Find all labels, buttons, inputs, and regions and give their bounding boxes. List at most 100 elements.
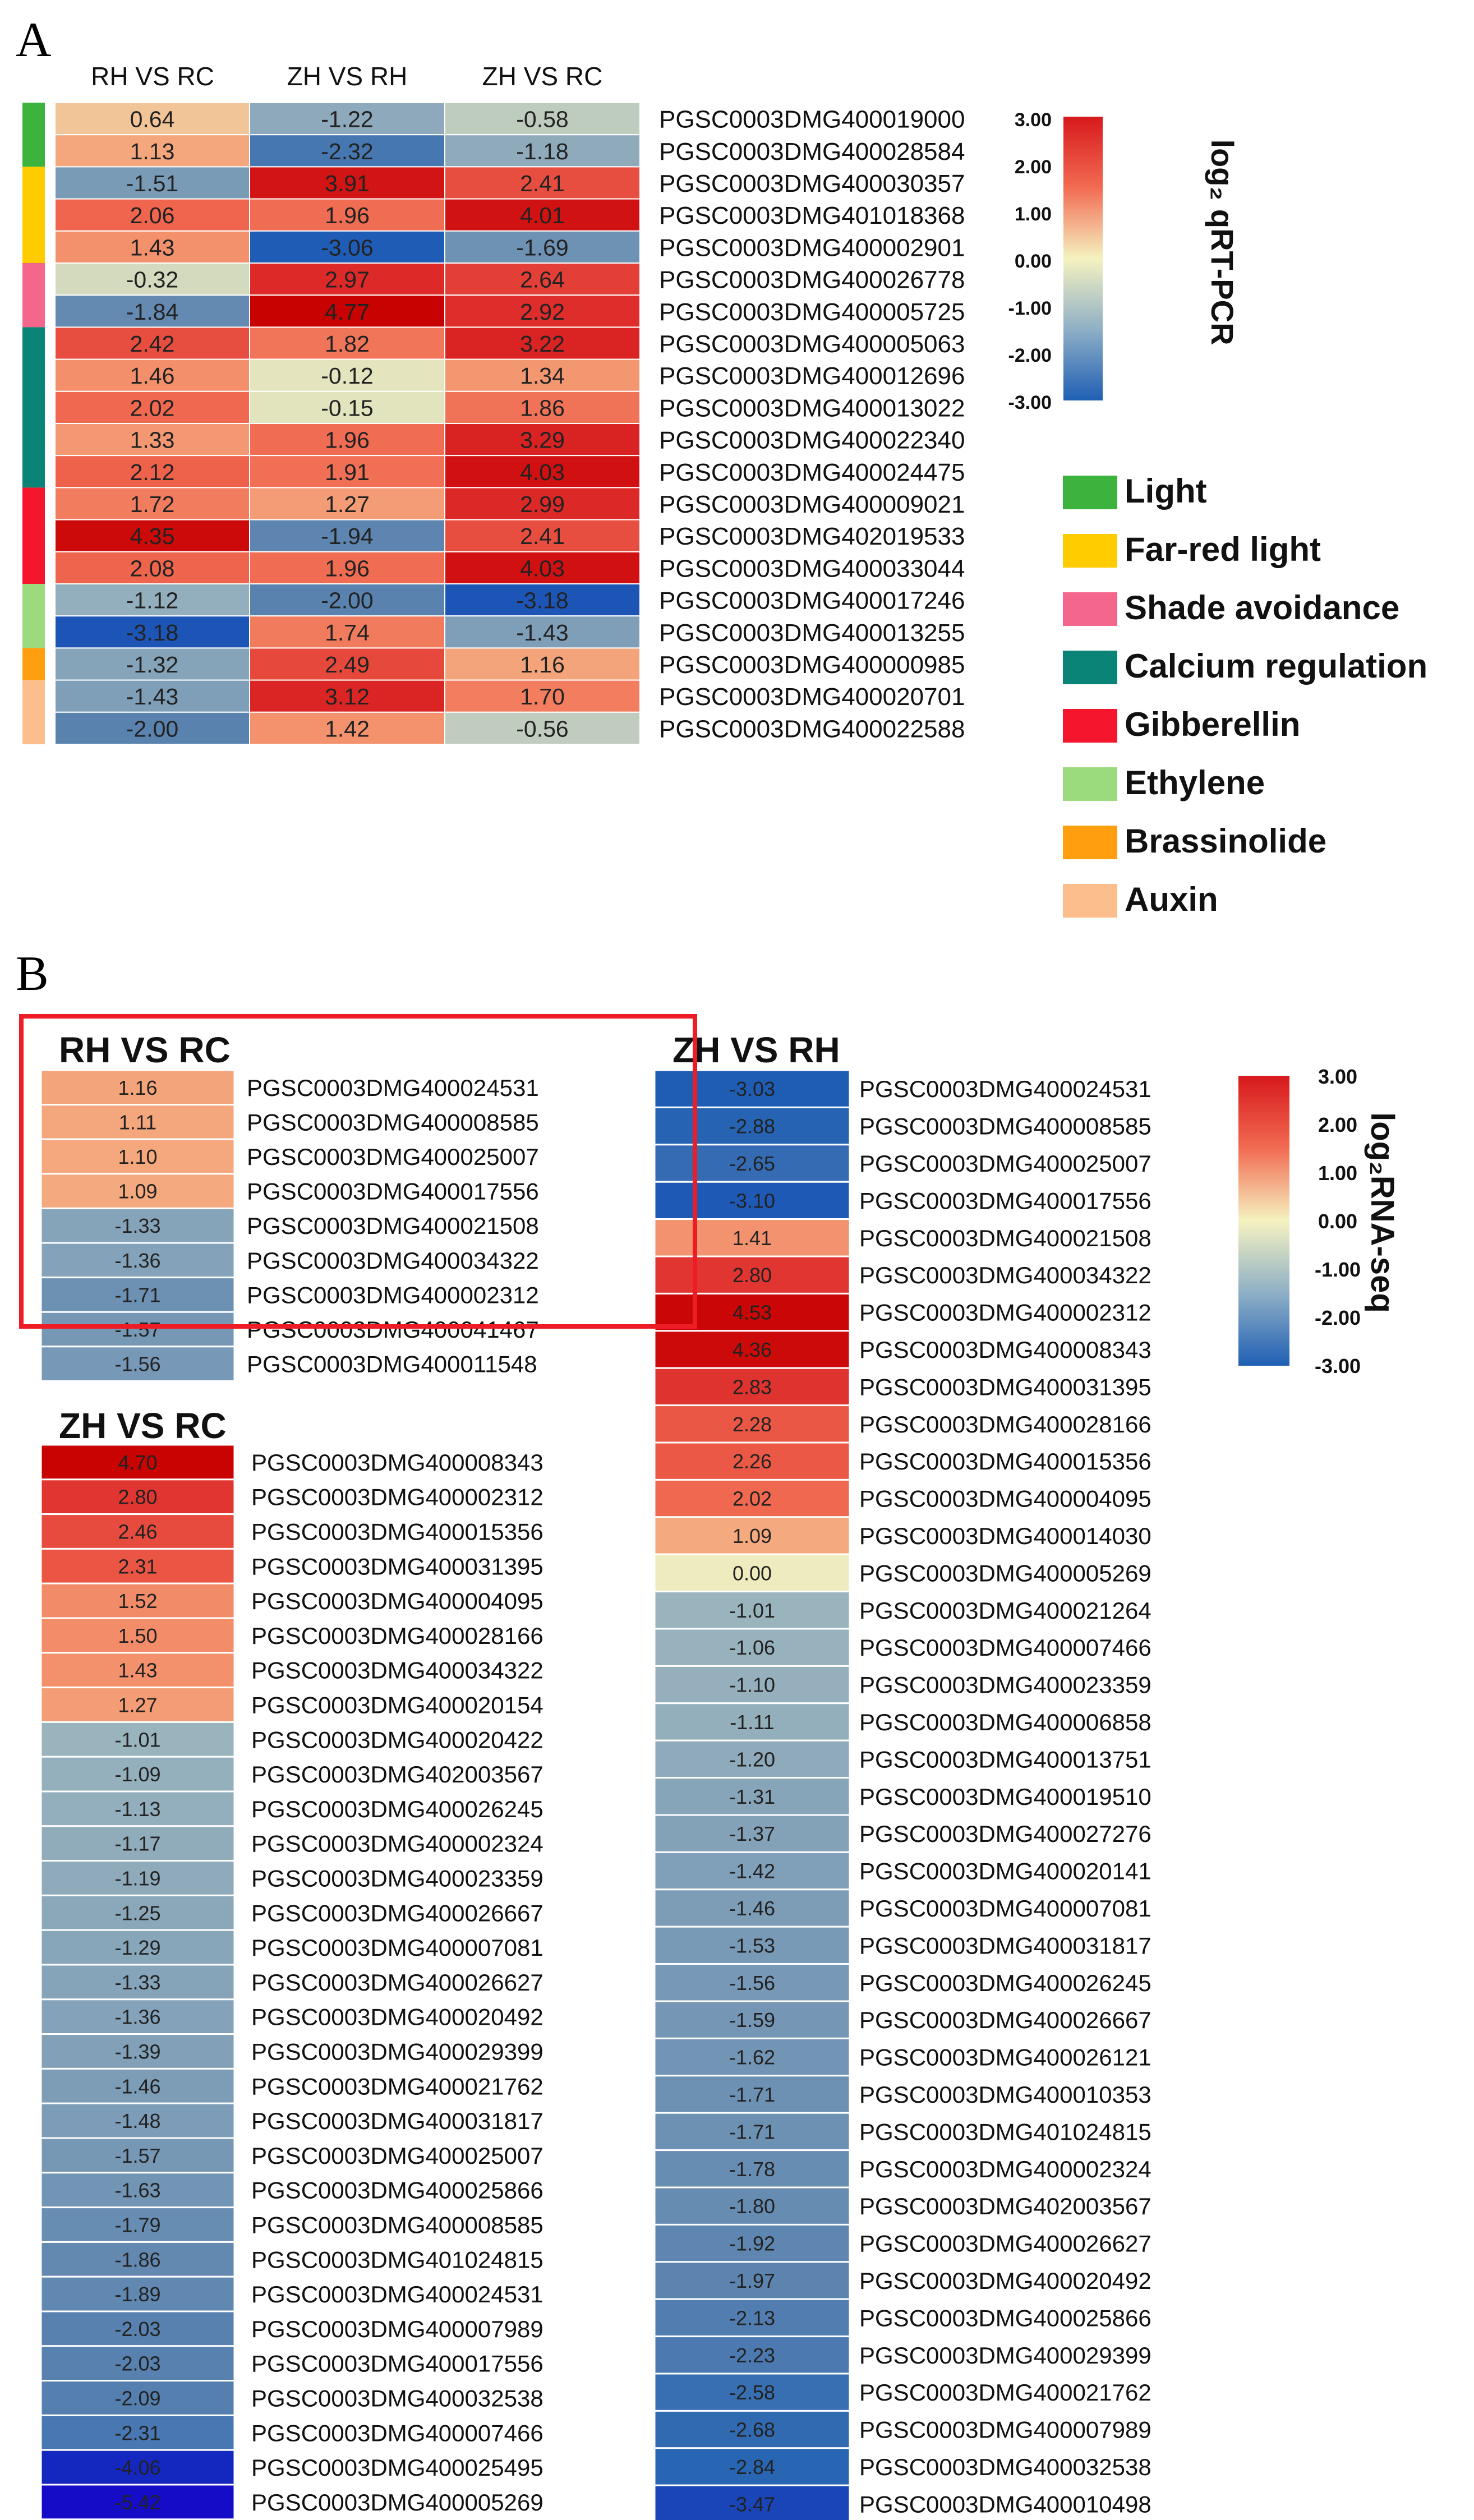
- a-heatmap-cell: [54, 326, 250, 360]
- a-gene-label: PGSC0003DMG400005063: [659, 330, 965, 358]
- a-heatmap-cell: [249, 166, 445, 200]
- b-heatmap-cell: [653, 1628, 851, 1667]
- b-gene-label: PGSC0003DMG400014030: [859, 1523, 1151, 1549]
- a-cell-value: -2.00: [321, 588, 373, 614]
- b-gene-label: PGSC0003DMG402003567: [859, 2193, 1151, 2219]
- a-legend-label: Gibberellin: [1125, 706, 1300, 743]
- a-cell-value: 4.77: [325, 299, 370, 325]
- b-heatmap-cell: [40, 1444, 236, 1481]
- a-gene-label: PGSC0003DMG400026778: [659, 266, 965, 294]
- b-cell-value: -1.56: [729, 1971, 775, 1994]
- a-legend-label: Auxin: [1125, 881, 1218, 918]
- b-cell-value: -1.42: [729, 1860, 775, 1883]
- a-legend-swatch: [1063, 592, 1117, 626]
- b-gene-label: PGSC0003DMG400008585: [251, 2212, 543, 2238]
- b-heatmap-cell: [653, 1739, 851, 1779]
- b-gene-label: PGSC0003DMG400007466: [251, 2420, 543, 2446]
- panel-b-heatmap: RH VS RC 1.16 PGSC0003DMG400024531 1.11 PGSC…: [40, 1030, 1401, 2520]
- a-gene-label: PGSC0003DMG400013022: [659, 394, 965, 422]
- a-colorbar-tick: 3.00: [1015, 109, 1052, 131]
- a-cell-value: 1.34: [520, 363, 565, 389]
- b-cell-value: -5.42: [114, 2491, 160, 2514]
- b-cell-value: -4.06: [114, 2456, 160, 2479]
- a-cell-value: -1.22: [321, 107, 373, 132]
- a-cell-value: -0.15: [321, 395, 373, 421]
- a-gene-label: PGSC0003DMG402019533: [659, 523, 965, 550]
- a-colorbar-tick: -2.00: [1008, 345, 1052, 366]
- b-gene-label: PGSC0003DMG400025866: [251, 2177, 543, 2204]
- b-cell-value: -1.59: [729, 2008, 775, 2031]
- b-heatmap-cell: [40, 2102, 236, 2139]
- a-cell-value: 1.91: [325, 459, 370, 485]
- a-cell-value: 1.33: [130, 427, 175, 453]
- a-cell-value: 1.46: [130, 363, 175, 389]
- b-gene-label: PGSC0003DMG400007081: [251, 1934, 543, 1961]
- b-cell-value: -1.92: [729, 2232, 775, 2255]
- b-heatmap-cell: [40, 1687, 236, 1723]
- b-heatmap-cell: [40, 1790, 236, 1827]
- a-cell-value: 3.91: [325, 171, 370, 196]
- a-gene-label: PGSC0003DMG400020701: [659, 683, 965, 711]
- b-block-title: ZH VS RH: [672, 1030, 840, 1070]
- b-colorbar-tick: 3.00: [1318, 1065, 1357, 1088]
- b-heatmap-cell: [40, 1617, 236, 1654]
- b-cell-value: 2.26: [733, 1450, 772, 1473]
- b-gene-label: PGSC0003DMG400027276: [859, 1821, 1151, 1847]
- a-cell-value: 4.03: [520, 555, 565, 581]
- a-legend-label: Brassinolide: [1125, 822, 1326, 860]
- a-cell-value: -1.32: [126, 652, 178, 678]
- a-gene-label: PGSC0003DMG400009021: [659, 491, 965, 518]
- b-gene-label: PGSC0003DMG400028166: [251, 1623, 543, 1649]
- b-cell-value: -1.97: [729, 2269, 775, 2292]
- b-heatmap-cell: [40, 2345, 236, 2382]
- a-heatmap-cell: [249, 326, 445, 360]
- b-heatmap-cell: [40, 1311, 236, 1348]
- a-cell-value: 1.86: [520, 395, 565, 421]
- b-cell-value: -1.57: [114, 1318, 160, 1341]
- b-cell-value: -2.58: [729, 2381, 775, 2404]
- a-cell-value: -1.43: [516, 620, 568, 646]
- b-cell-value: 4.36: [733, 1338, 772, 1361]
- a-heatmap-cell: [249, 615, 445, 649]
- b-gene-label: PGSC0003DMG400007989: [859, 2417, 1151, 2443]
- b-colorbar: [1238, 1076, 1289, 1366]
- a-heatmap-cell: [249, 230, 445, 264]
- b-heatmap-cell: [40, 1721, 236, 1758]
- b-gene-label: PGSC0003DMG400017556: [859, 1187, 1151, 1214]
- b-heatmap-cell: [40, 1242, 236, 1279]
- b-gene-label: PGSC0003DMG400025007: [251, 2143, 543, 2169]
- a-heatmap-cell: [249, 262, 445, 296]
- b-gene-label: PGSC0003DMG400002312: [247, 1282, 539, 1308]
- b-heatmap-cell: [40, 1547, 236, 1584]
- b-cell-value: -1.63: [114, 2179, 160, 2202]
- b-gene-label: PGSC0003DMG400019510: [859, 1784, 1151, 1810]
- b-cell-value: 2.80: [118, 1486, 157, 1509]
- b-gene-label: PGSC0003DMG400007081: [859, 1895, 1151, 1922]
- a-group-bar: [22, 648, 45, 680]
- b-gene-label: PGSC0003DMG400008343: [251, 1449, 543, 1476]
- b-cell-value: -2.88: [729, 1115, 775, 1138]
- b-cell-value: -1.20: [729, 1748, 775, 1771]
- a-heatmap-cell: [444, 294, 641, 328]
- b-cell-value: 1.43: [118, 1659, 157, 1682]
- b-gene-label: PGSC0003DMG400031817: [251, 2108, 543, 2134]
- a-cell-value: -1.12: [126, 588, 178, 614]
- b-heatmap-cell: [40, 1513, 236, 1550]
- panel-a-heatmap: RH VS RC ZH VS RH ZH VS RC 0.64 -1.22 -0.58 PG…: [22, 62, 1427, 918]
- a-legend-label: Far-red light: [1125, 531, 1321, 568]
- b-heatmap-cell: [40, 1582, 236, 1619]
- a-gene-label: PGSC0003DMG400033044: [659, 555, 965, 582]
- b-gene-label: PGSC0003DMG400026667: [859, 2007, 1151, 2033]
- b-gene-label: PGSC0003DMG402003567: [251, 1761, 543, 1788]
- b-gene-label: PGSC0003DMG400007466: [859, 1634, 1151, 1661]
- b-cell-value: -1.71: [729, 2120, 775, 2143]
- a-heatmap-cell: [54, 198, 250, 232]
- a-gene-label: PGSC0003DMG400012696: [659, 362, 965, 390]
- a-heatmap-cell: [54, 583, 250, 617]
- b-gene-label: PGSC0003DMG400024531: [251, 2281, 543, 2307]
- b-colorbar-tick: 2.00: [1318, 1113, 1357, 1136]
- b-cell-value: -1.25: [114, 1901, 160, 1924]
- a-gene-label: PGSC0003DMG400000985: [659, 651, 965, 679]
- a-group-bar: [22, 103, 45, 167]
- b-cell-value: 2.02: [733, 1487, 772, 1510]
